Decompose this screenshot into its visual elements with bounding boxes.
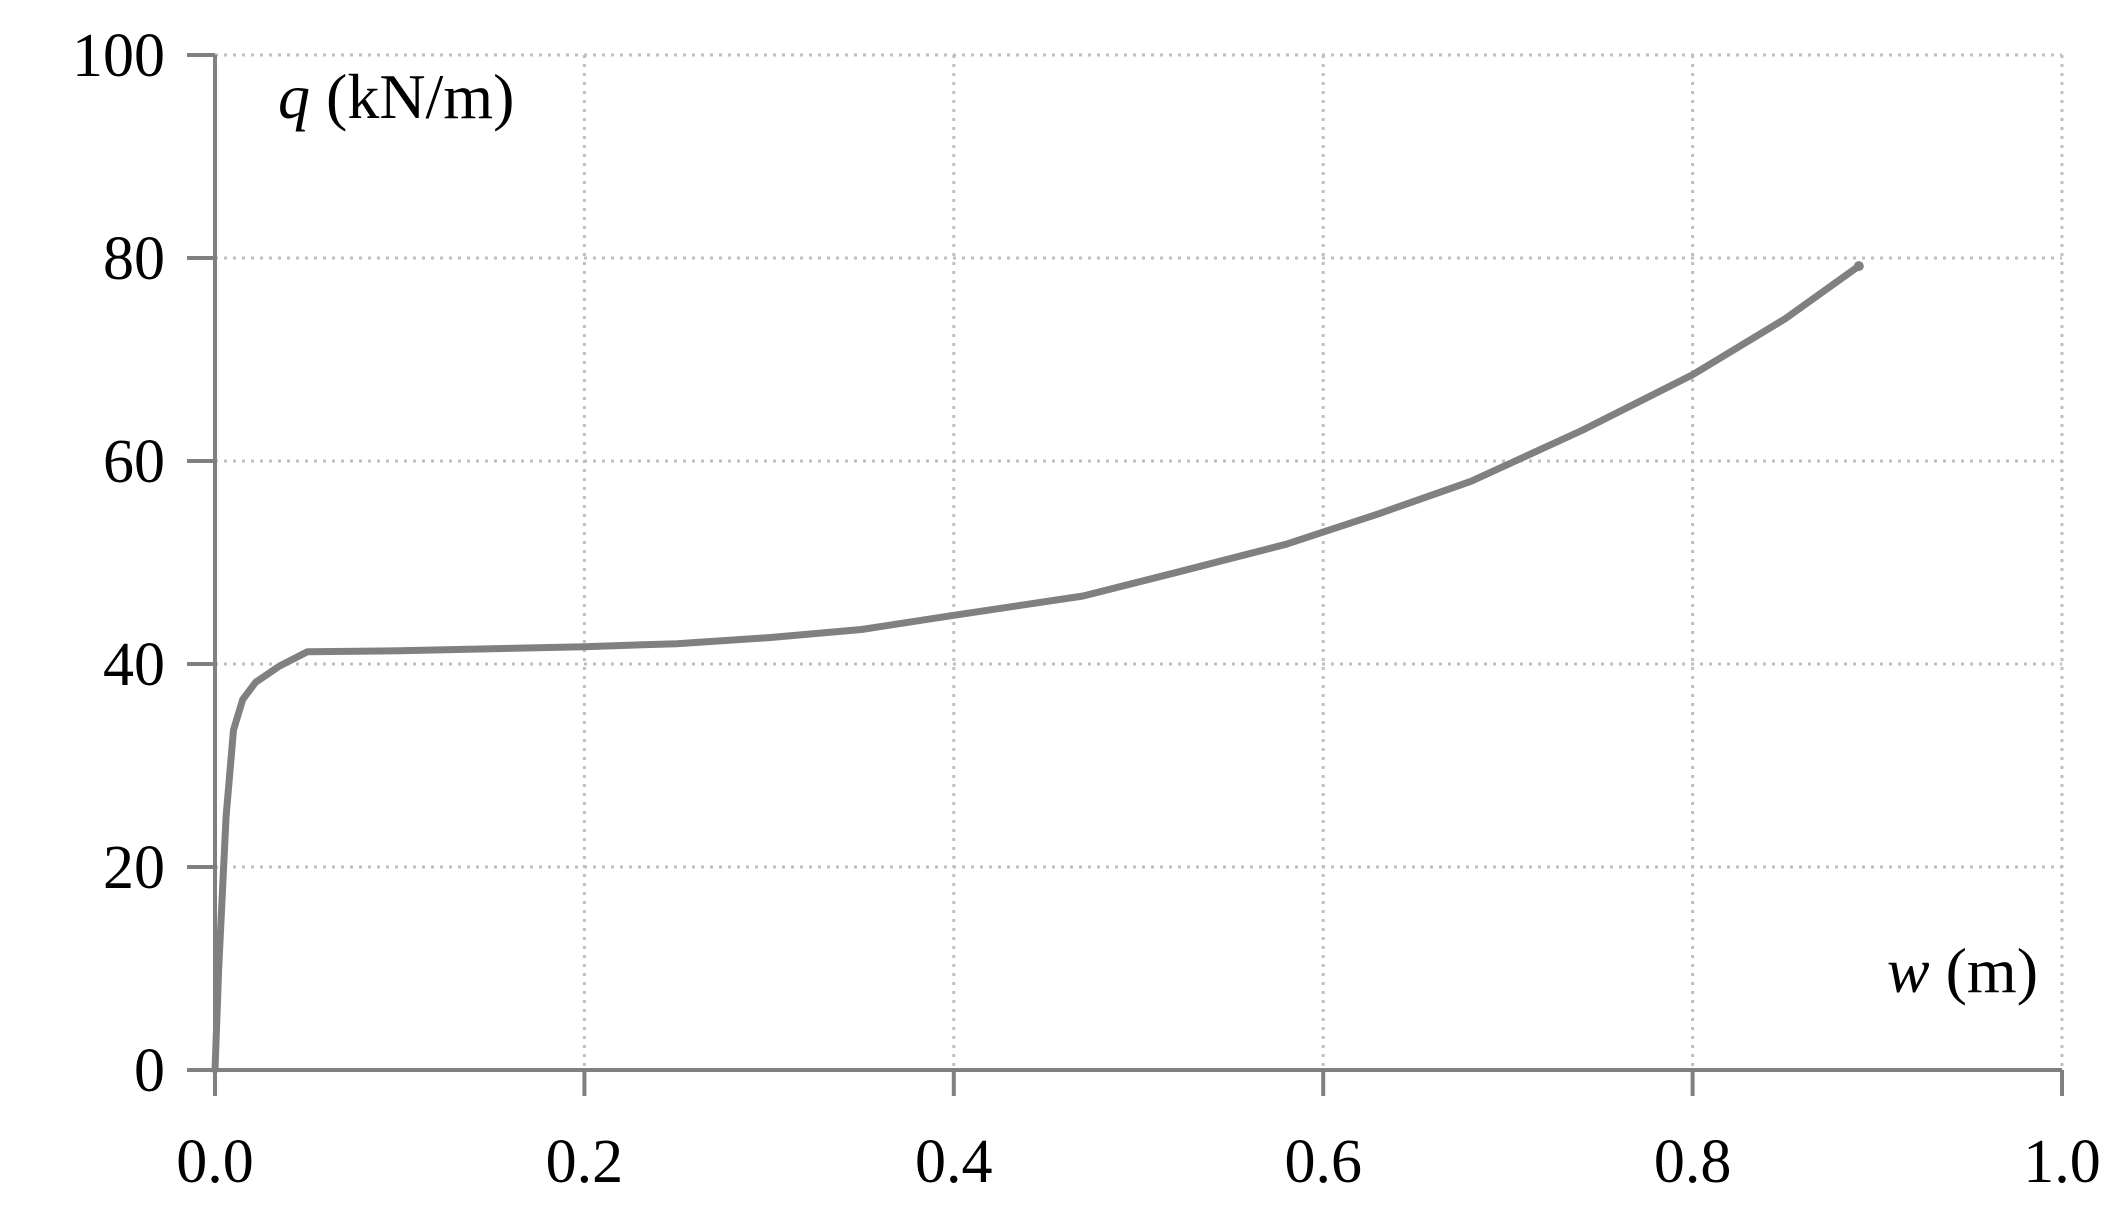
tick-labels: 0 20 40 60 80 100 0.0 0.2 0.4 0.6 0.8 1.0	[72, 22, 2101, 1196]
x-tick-label: 0.4	[915, 1128, 993, 1196]
x-axis-symbol: w	[1887, 935, 1930, 1006]
y-tick-label: 0	[134, 1037, 165, 1105]
y-tick-label: 20	[103, 834, 165, 902]
data-point	[1853, 261, 1864, 272]
y-tick-label: 80	[103, 225, 165, 293]
x-tick-label: 0.8	[1654, 1128, 1732, 1196]
x-tick-label: 0.2	[546, 1128, 624, 1196]
series	[211, 261, 1864, 1074]
x-axis-title: w (m)	[1887, 935, 2038, 1006]
y-tick-label: 60	[103, 428, 165, 496]
x-tick-label: 1.0	[2023, 1128, 2101, 1196]
grid	[215, 53, 2064, 1070]
x-tick-label: 0.6	[1284, 1128, 1362, 1196]
x-tick-label: 0.0	[176, 1128, 254, 1196]
y-axis-title: q (kN/m)	[278, 61, 514, 132]
y-tick-label: 100	[72, 22, 165, 90]
series-line-0	[211, 262, 1863, 1074]
y-axis-unit: (kN/m)	[310, 61, 514, 132]
y-tick-label: 40	[103, 631, 165, 699]
x-axis-unit: (m)	[1930, 935, 2038, 1006]
y-axis-symbol: q	[278, 61, 310, 132]
axes	[187, 53, 2064, 1096]
